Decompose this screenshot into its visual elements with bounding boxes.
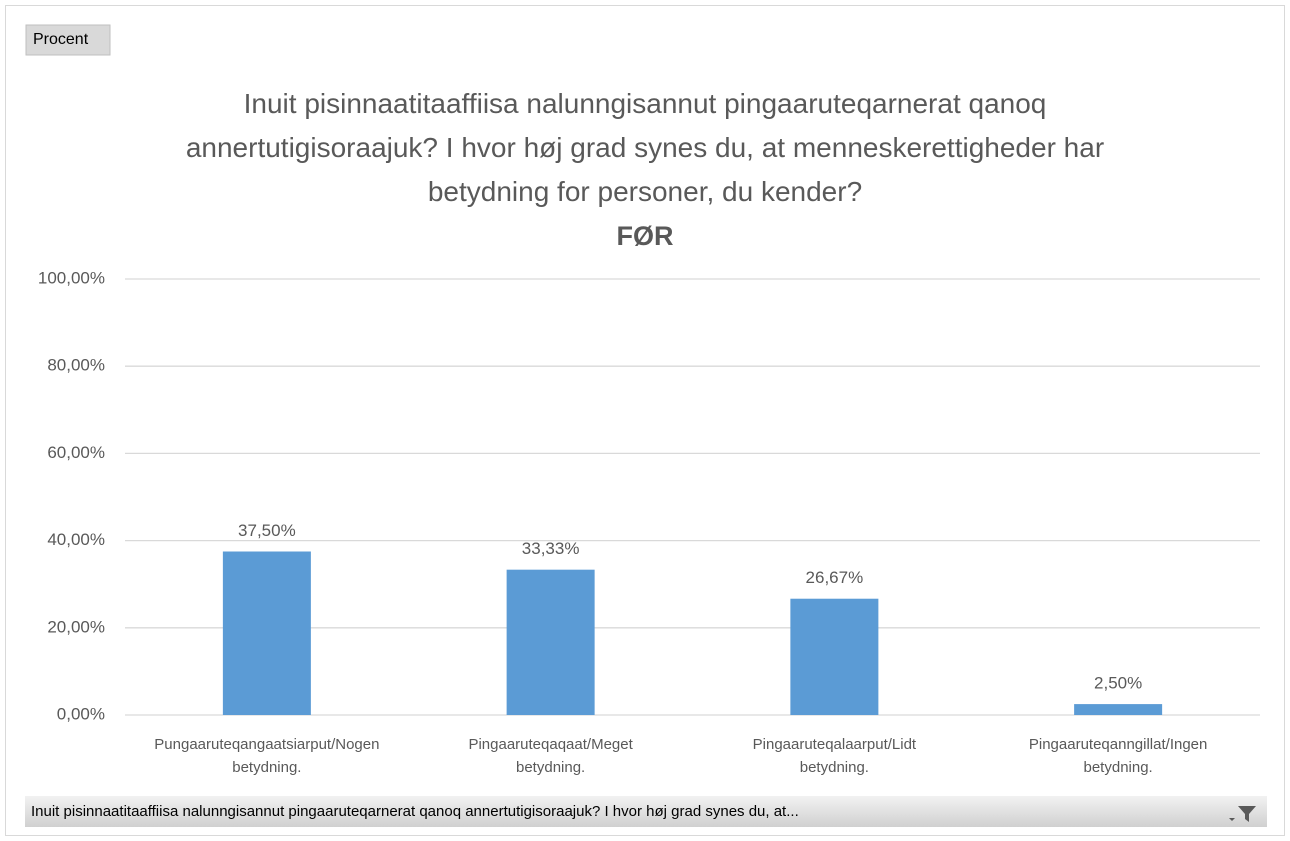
bar	[222, 551, 311, 715]
y-tick-label: 40,00%	[47, 530, 105, 549]
x-tick-line: betydning.	[800, 759, 869, 776]
value-label: 37,50%	[238, 521, 296, 540]
chart-title: Inuit pisinnaatitaaffiisa nalunngisannut…	[185, 88, 1105, 207]
value-label: 26,67%	[806, 568, 864, 587]
x-tick-label: Pingaaruteqalaarput/Lidt betydning.	[753, 736, 917, 776]
x-tick-line: Pungaaruteqangaatsiarput/Nogen	[154, 736, 379, 753]
x-tick-line: Pingaaruteqalaarput/Lidt	[753, 736, 917, 753]
y-tick-label: 100,00%	[38, 268, 105, 287]
x-tick-line: Pingaaruteqanngillat/Ingen	[1029, 736, 1207, 753]
value-label: 33,33%	[522, 539, 580, 558]
field-button[interactable]	[25, 24, 111, 56]
x-tick-label: Pingaaruteqanngillat/Ingen betydning.	[1029, 736, 1207, 776]
bar	[1074, 704, 1163, 715]
filter-icon[interactable]	[1229, 806, 1256, 822]
bar	[506, 569, 595, 715]
field-button-label: Procent	[33, 31, 89, 48]
x-tick-line: betydning.	[232, 759, 301, 776]
y-tick-label: 20,00%	[47, 617, 105, 636]
chart-subtitle: FØR	[616, 221, 674, 251]
axis-field-label: Inuit pisinnaatitaaffiisa nalunngisannut…	[31, 803, 799, 820]
x-tick-line: betydning.	[1084, 759, 1153, 776]
y-tick-label: 80,00%	[47, 356, 105, 375]
y-tick-label: 60,00%	[47, 443, 105, 462]
bar	[790, 598, 879, 715]
x-tick-label: Pingaaruteqaqaat/Meget betydning.	[468, 736, 633, 776]
value-label: 2,50%	[1094, 674, 1142, 693]
y-tick-label: 0,00%	[57, 704, 105, 723]
x-tick-line: Pingaaruteqaqaat/Meget	[468, 736, 633, 753]
x-tick-label: Pungaaruteqangaatsiarput/Nogen betydning.	[154, 736, 379, 776]
plot: 0,00% 20,00% 40,00% 60,00% 80,00% 100,00% 37,5…	[38, 268, 1260, 776]
chart-title-box: Inuit pisinnaatitaaffiisa nalunngisannut…	[145, 82, 1145, 258]
chart-frame	[5, 5, 1285, 836]
x-tick-line: betydning.	[516, 759, 585, 776]
axis-field-button[interactable]	[25, 796, 1267, 827]
